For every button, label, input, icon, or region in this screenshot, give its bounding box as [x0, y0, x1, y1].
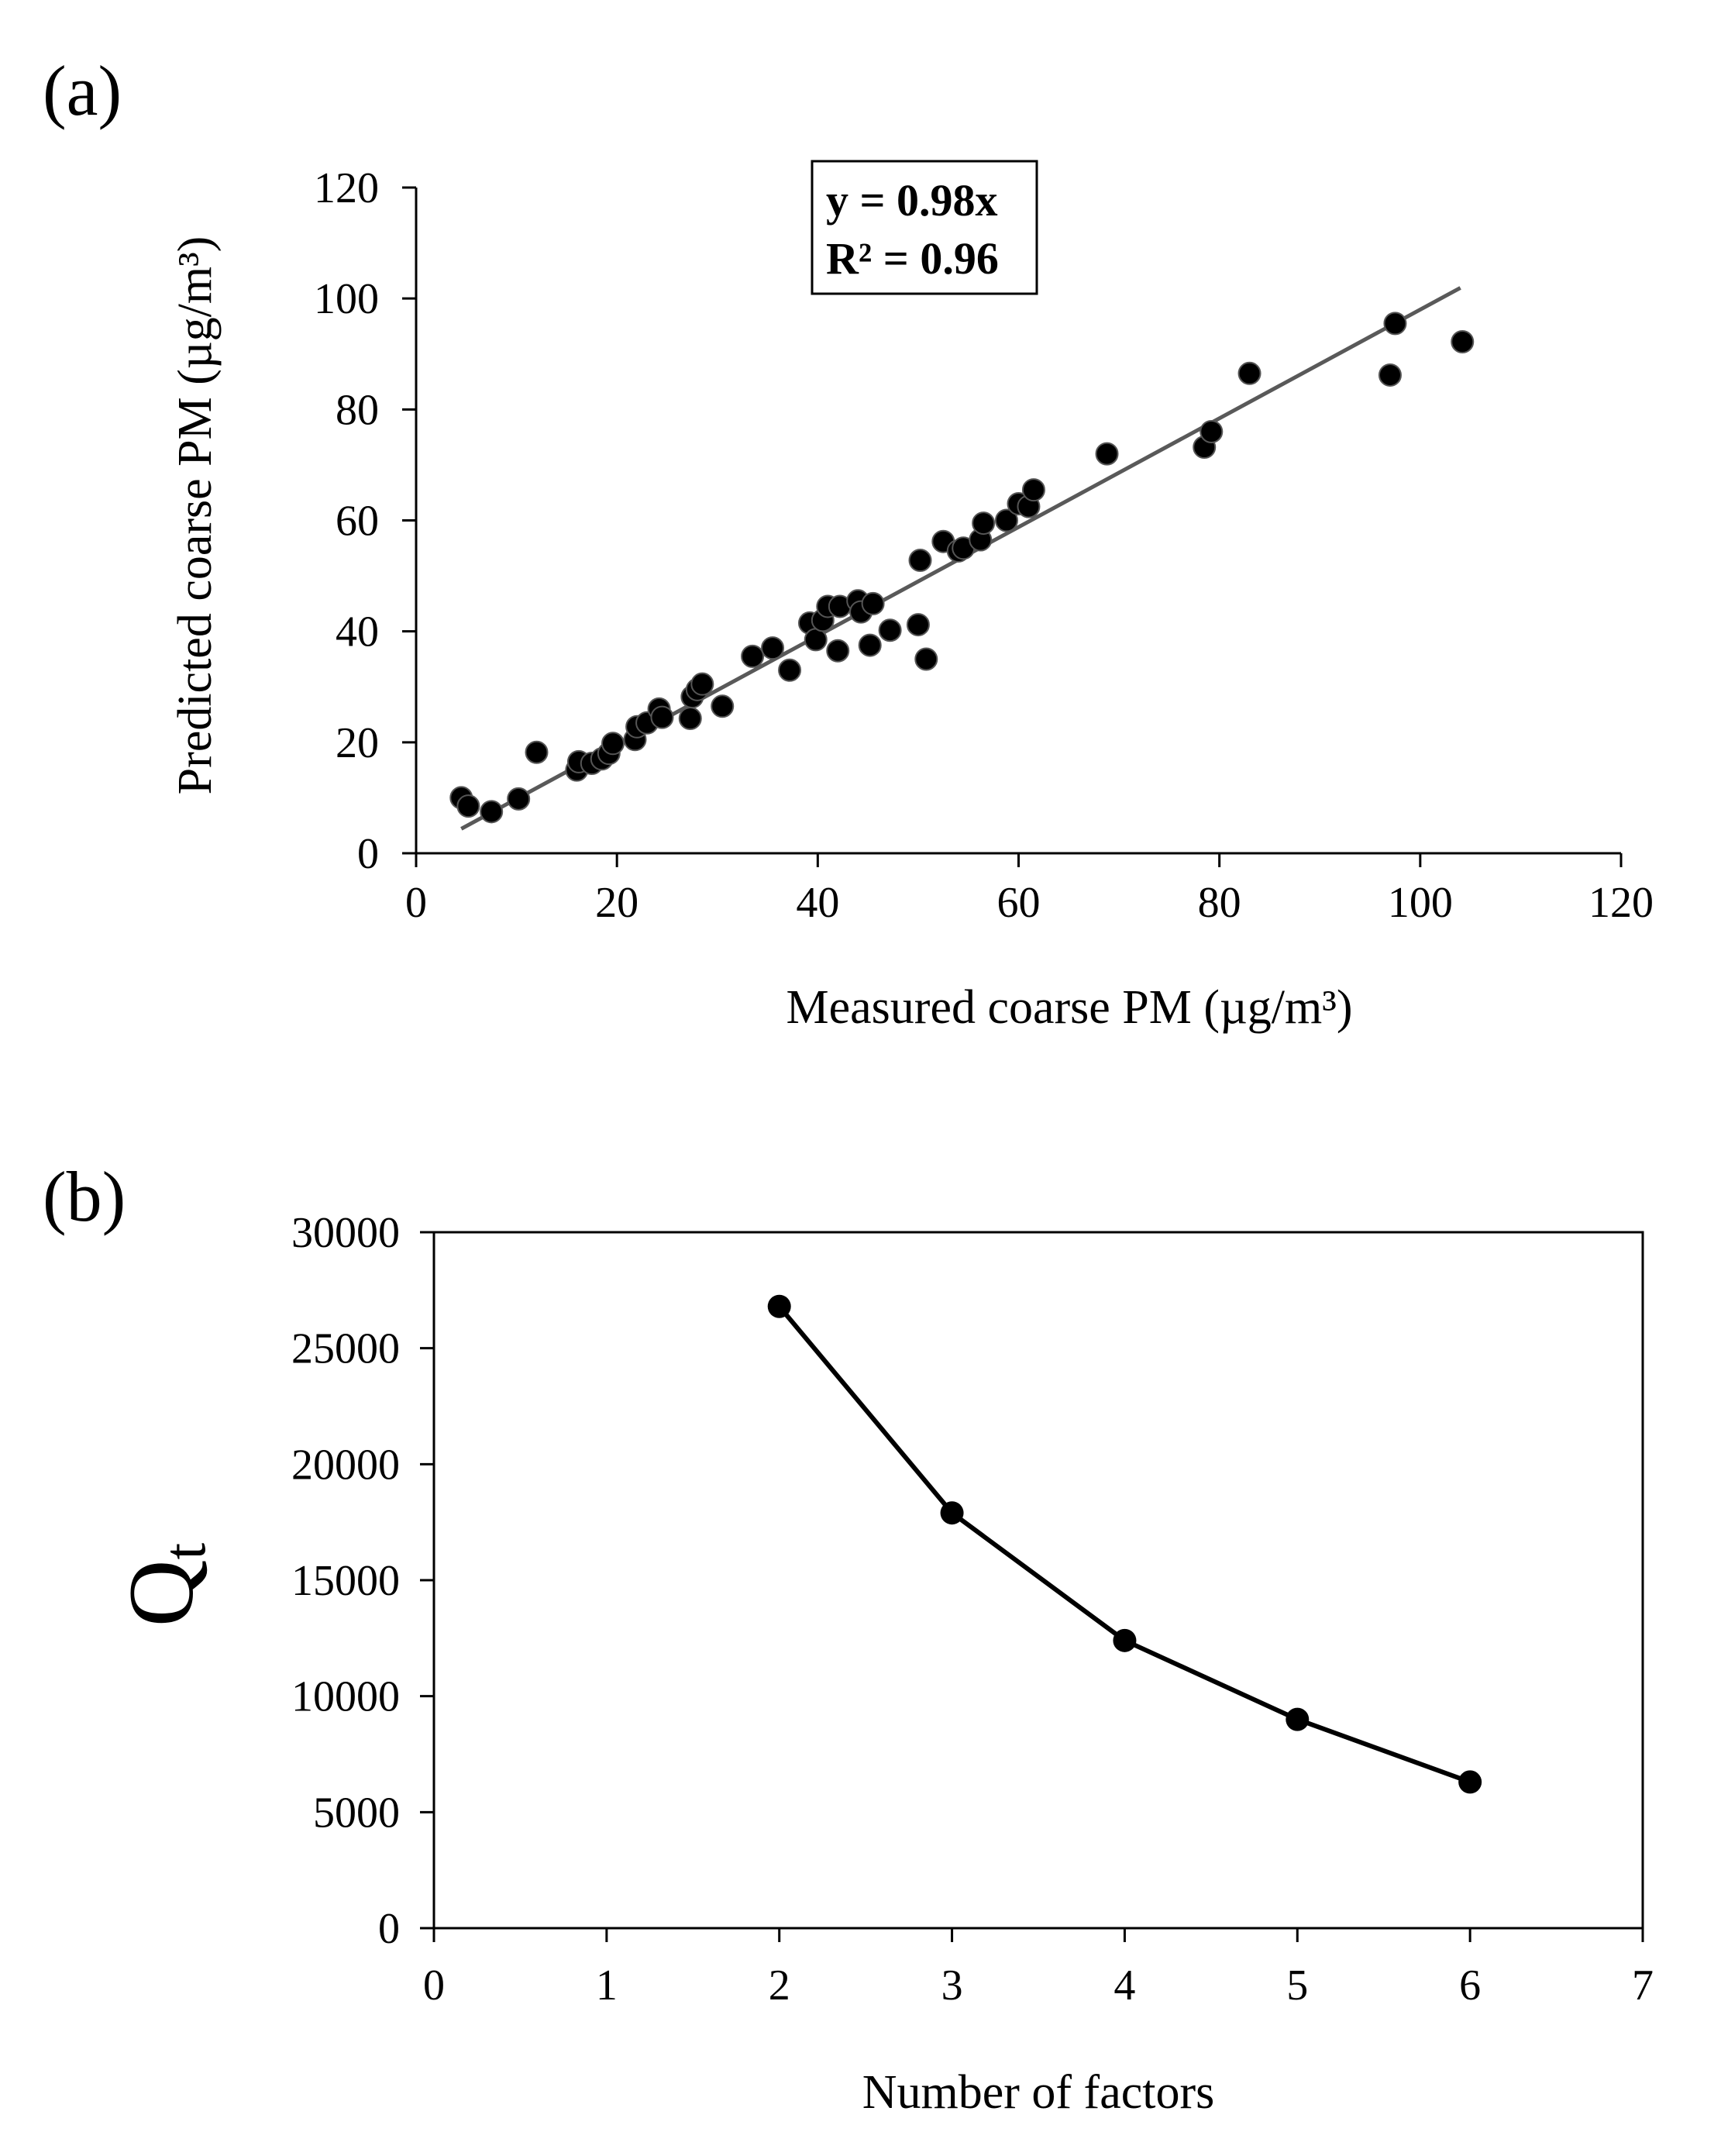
scatter-point [741, 644, 765, 668]
panel-a-y-tick-label: 0 [357, 830, 379, 878]
scatter-point [1451, 330, 1475, 354]
panel-b-y-tick-label: 20000 [291, 1441, 400, 1489]
scatter-point [878, 618, 902, 642]
scatter-point [1200, 419, 1224, 443]
scatter-point [690, 672, 714, 696]
panel-b-y-axis-title: Qt [109, 1543, 218, 1627]
scatter-point [994, 508, 1018, 532]
scatter-point [908, 549, 932, 573]
scatter-point [678, 707, 702, 731]
panel-b-data-point [1113, 1628, 1137, 1652]
panel-b-axes: 0 5000 10000 15000 20000 25000 30000 0 1 2 3 4 5 6 7 [291, 1209, 1654, 2010]
scatter-point [804, 628, 828, 652]
panel-b-x-tick-label: 3 [941, 1961, 963, 2010]
panel-a-x-axis-title: Measured coarse PM (µg/m³) [786, 981, 1353, 1034]
panel-a-x-tick-label: 0 [405, 879, 427, 927]
panel-b-series-line [777, 1304, 1471, 1785]
scatter-point [858, 633, 882, 657]
panel-b-data-point [767, 1294, 791, 1318]
scatter-point [1237, 361, 1261, 385]
panel-b-x-tick-label: 6 [1459, 1961, 1481, 2010]
scatter-point [861, 591, 885, 615]
scatter-point [650, 705, 674, 729]
panel-a-label: (a) [43, 51, 122, 130]
panel-a-y-tick-label: 20 [336, 719, 379, 767]
scatter-point [711, 694, 735, 718]
scatter-point [1095, 442, 1119, 466]
scatter-point [480, 800, 504, 824]
panel-a-x-tick-label: 100 [1388, 879, 1453, 927]
scatter-point [761, 636, 785, 660]
scatter-point [972, 511, 996, 536]
panel-b-data-point [1286, 1707, 1310, 1731]
scatter-point [525, 740, 549, 764]
panel-b-data-point [940, 1501, 964, 1525]
scatter-point [1021, 478, 1045, 502]
scatter-point [601, 732, 625, 756]
panel-b-x-axis-title: Number of factors [862, 2066, 1215, 2119]
panel-a-y-tick-label: 60 [336, 498, 379, 546]
annotation-border [811, 160, 1038, 295]
panel-b-line-chart: (b) 0 5000 10000 15000 20000 25000 30000 0 1 2 3 4 5… [43, 1157, 1654, 2119]
panel-b-series [767, 1294, 1482, 1794]
panel-b-y-tick-label: 0 [378, 1905, 400, 1953]
y-axis-title-main: Qt [109, 1543, 218, 1627]
panel-b-x-tick-label: 7 [1632, 1961, 1654, 2010]
panel-a-axes: 0 20 40 60 80 100 120 0 20 40 60 80 100 120 [314, 164, 1654, 927]
scatter-point [1383, 312, 1407, 336]
panel-b-y-tick-label: 10000 [291, 1673, 400, 1721]
scatter-point [507, 787, 531, 811]
panel-b-x-tick-label: 5 [1286, 1961, 1308, 2010]
panel-a-y-tick-label: 120 [314, 164, 379, 212]
trendline-equation: y = 0.98x [826, 175, 998, 226]
scatter-point [778, 658, 802, 682]
panel-a-annotation-box: y = 0.98x R² = 0.96 [811, 160, 1038, 295]
panel-a-x-tick-label: 40 [796, 879, 839, 927]
panel-b-y-tick-label: 5000 [313, 1789, 400, 1837]
panel-a-x-tick-label: 120 [1588, 879, 1654, 927]
panel-b-x-tick-label: 0 [423, 1961, 445, 2010]
panel-a-x-tick-label: 20 [595, 879, 638, 927]
scatter-point [914, 647, 938, 671]
scatter-point [826, 639, 850, 663]
panel-a-y-tick-label: 100 [314, 275, 379, 323]
scatter-point [906, 613, 930, 637]
panel-b-y-tick-label: 25000 [291, 1325, 400, 1373]
scatter-point [1378, 363, 1402, 387]
panel-a-points [449, 312, 1475, 824]
panel-b-y-tick-label: 15000 [291, 1557, 400, 1605]
panel-a-y-axis-title: Predicted coarse PM (µg/m³) [169, 236, 222, 795]
panel-b-label: (b) [43, 1157, 126, 1236]
panel-b-x-tick-label: 1 [596, 1961, 618, 2010]
r-squared-label: R² = 0.96 [826, 233, 999, 284]
panel-a-x-tick-label: 80 [1198, 879, 1241, 927]
panel-a-y-tick-label: 40 [336, 608, 379, 656]
panel-b-x-tick-label: 4 [1113, 1961, 1135, 2010]
scatter-point [456, 794, 480, 818]
panel-a-y-tick-label: 80 [336, 386, 379, 434]
y-axis-title-subscript: t [150, 1543, 218, 1560]
panel-b-x-tick-label: 2 [769, 1961, 790, 2010]
panel-a-x-tick-label: 60 [997, 879, 1041, 927]
panel-b-plot-frame [432, 1231, 1644, 1930]
panel-b-y-tick-label: 30000 [291, 1209, 400, 1257]
panel-a-scatter-chart: (a) 0 20 40 60 80 100 120 0 20 40 60 80 100 120 y = 0… [43, 51, 1654, 1034]
y-axis-title-q: Q [109, 1560, 212, 1627]
panel-b-data-point [1458, 1770, 1482, 1794]
